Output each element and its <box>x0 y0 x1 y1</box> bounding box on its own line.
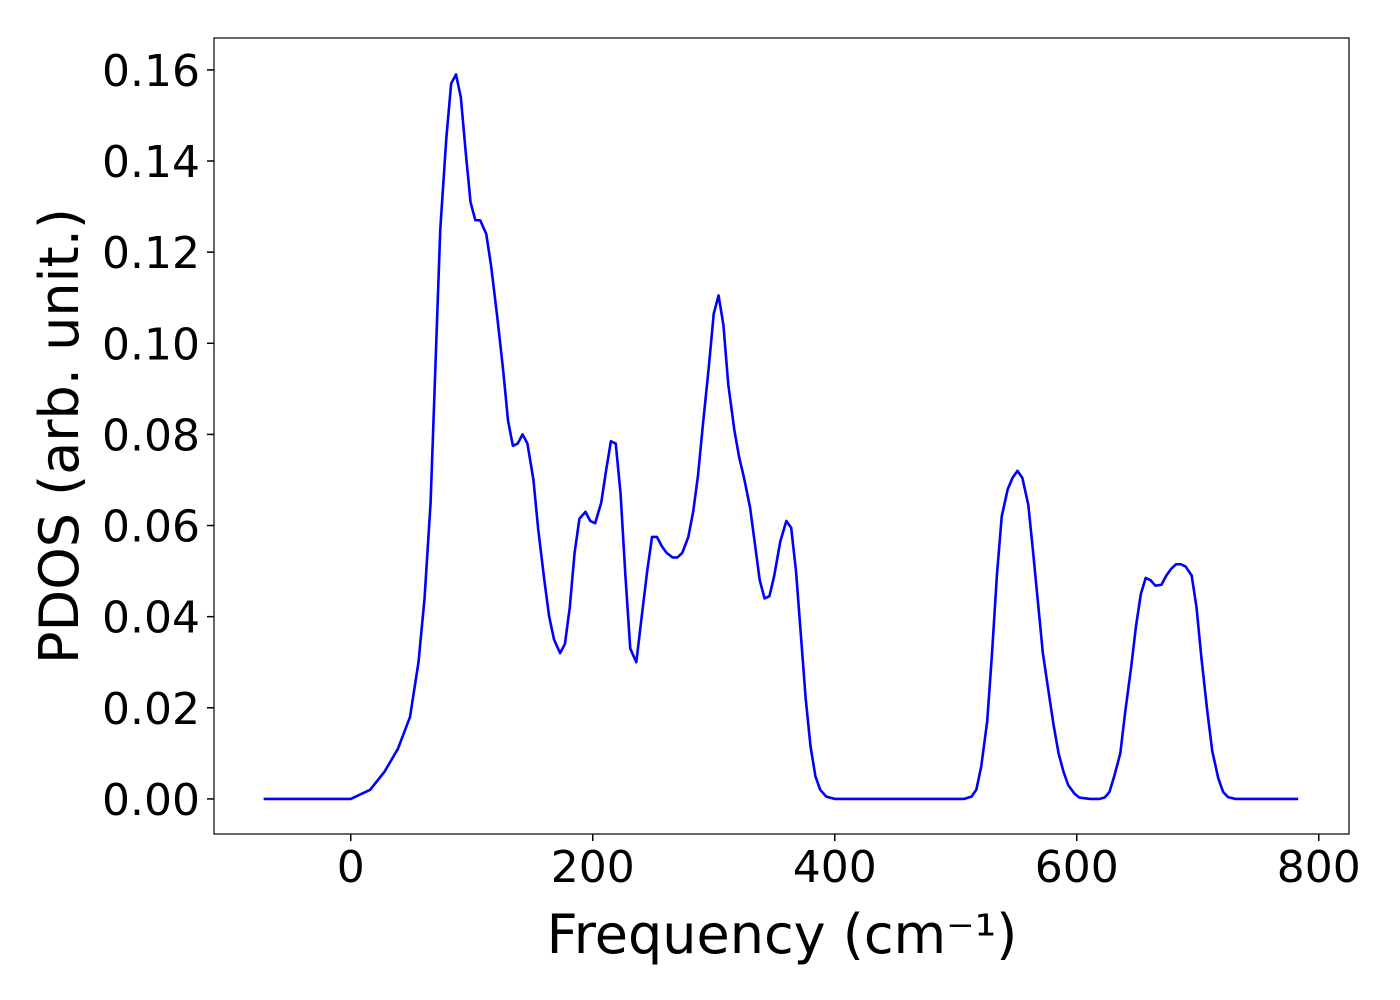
x-tick-label: 0 <box>337 842 365 893</box>
y-tick-label: 0.10 <box>102 319 200 370</box>
y-tick-label: 0.08 <box>102 410 200 461</box>
x-tick-label: 400 <box>793 842 877 893</box>
y-tick-label: 0.02 <box>102 684 200 735</box>
y-axis-label: PDOS (arb. unit.) <box>28 208 91 664</box>
x-tick-label: 600 <box>1035 842 1119 893</box>
y-tick-label: 0.14 <box>102 137 200 188</box>
y-tick-label: 0.06 <box>102 502 200 553</box>
x-axis-label: Frequency (cm⁻¹) <box>547 903 1018 966</box>
y-tick-label: 0.12 <box>102 228 200 279</box>
x-tick-label: 800 <box>1277 842 1361 893</box>
plot-frame <box>213 37 1350 835</box>
y-tick-label: 0.04 <box>102 593 200 644</box>
y-tick-label: 0.16 <box>102 46 200 97</box>
data-line <box>263 73 1299 801</box>
x-tick-label: 200 <box>551 842 635 893</box>
y-tick-label: 0.00 <box>102 775 200 826</box>
